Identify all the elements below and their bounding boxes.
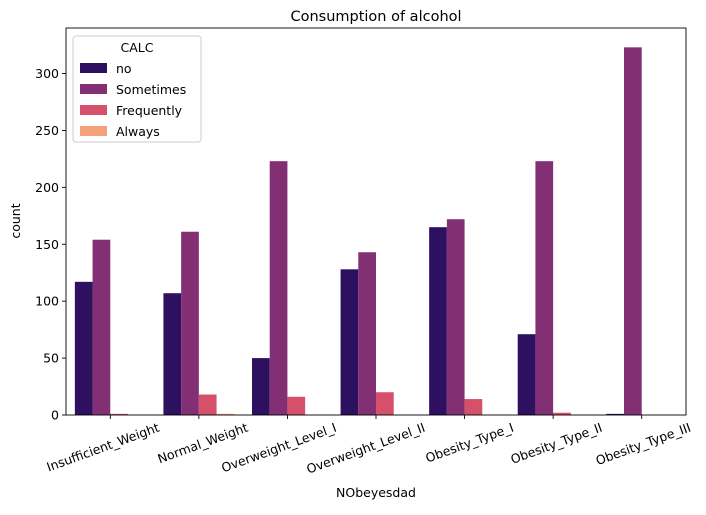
bar-frequently-insufficient-weight [110, 413, 128, 415]
bar-frequently-normal-weight [198, 394, 217, 415]
legend-label-sometimes: Sometimes [116, 82, 186, 97]
chart-title: Consumption of alcohol [290, 9, 461, 25]
bar-no-overweight-level-i [252, 358, 270, 415]
bar-sometimes-insufficient-weight [92, 239, 111, 415]
x-tick-label-obesity-type-ii: Obesity_Type_II [508, 420, 604, 467]
x-axis-label: NObeyesdad [336, 485, 416, 500]
legend-label-no: no [116, 61, 132, 76]
y-tick-label: 300 [35, 66, 59, 81]
bar-no-obesity-type-ii [517, 334, 536, 415]
bar-no-overweight-level-ii [340, 269, 359, 415]
legend-swatch-sometimes [80, 84, 107, 94]
bar-sometimes-normal-weight [181, 231, 199, 415]
bar-sometimes-obesity-type-ii [535, 161, 554, 415]
y-tick-label: 150 [35, 237, 59, 252]
legend-swatch-frequently [80, 105, 107, 115]
x-tick-label-obesity-type-iii: Obesity_Type_III [594, 420, 693, 468]
y-tick-label: 250 [35, 123, 59, 138]
legend-title: CALC [121, 40, 154, 55]
y-tick-label: 50 [43, 351, 59, 366]
y-tick-label: 200 [35, 180, 59, 195]
bar-sometimes-overweight-level-ii [358, 252, 376, 415]
bar-sometimes-obesity-type-iii [624, 47, 642, 415]
legend-label-frequently: Frequently [116, 103, 183, 118]
y-tick-label: 0 [51, 408, 59, 423]
bar-frequently-obesity-type-ii [553, 412, 571, 415]
y-axis-ticks: 0 50 100 150 200 250 300 [35, 66, 66, 423]
bar-sometimes-overweight-level-i [269, 161, 288, 415]
x-tick-label-obesity-type-i: Obesity_Type_I [423, 420, 515, 466]
legend: CALC no Sometimes Frequently Always [72, 35, 202, 143]
bar-no-obesity-type-i [429, 227, 447, 415]
y-tick-label: 100 [35, 294, 59, 309]
bar-frequently-obesity-type-i [464, 399, 483, 415]
legend-swatch-always [80, 126, 107, 136]
bar-sometimes-obesity-type-i [446, 219, 465, 415]
bars-group [74, 47, 642, 415]
bar-always-normal-weight [216, 413, 235, 415]
bar-no-insufficient-weight [74, 281, 93, 415]
legend-box [72, 35, 202, 143]
legend-swatch-no [80, 63, 107, 73]
bar-frequently-overweight-level-i [287, 396, 306, 415]
bar-frequently-overweight-level-ii [376, 392, 394, 415]
legend-label-always: Always [116, 124, 160, 139]
bar-no-normal-weight [163, 293, 182, 415]
x-axis-ticks: Insufficient_WeightNormal_WeightOverweig… [45, 415, 693, 477]
y-axis-label: count [8, 203, 23, 238]
bar-no-obesity-type-iii [606, 413, 624, 415]
x-tick-label-insufficient-weight: Insufficient_Weight [45, 420, 162, 475]
